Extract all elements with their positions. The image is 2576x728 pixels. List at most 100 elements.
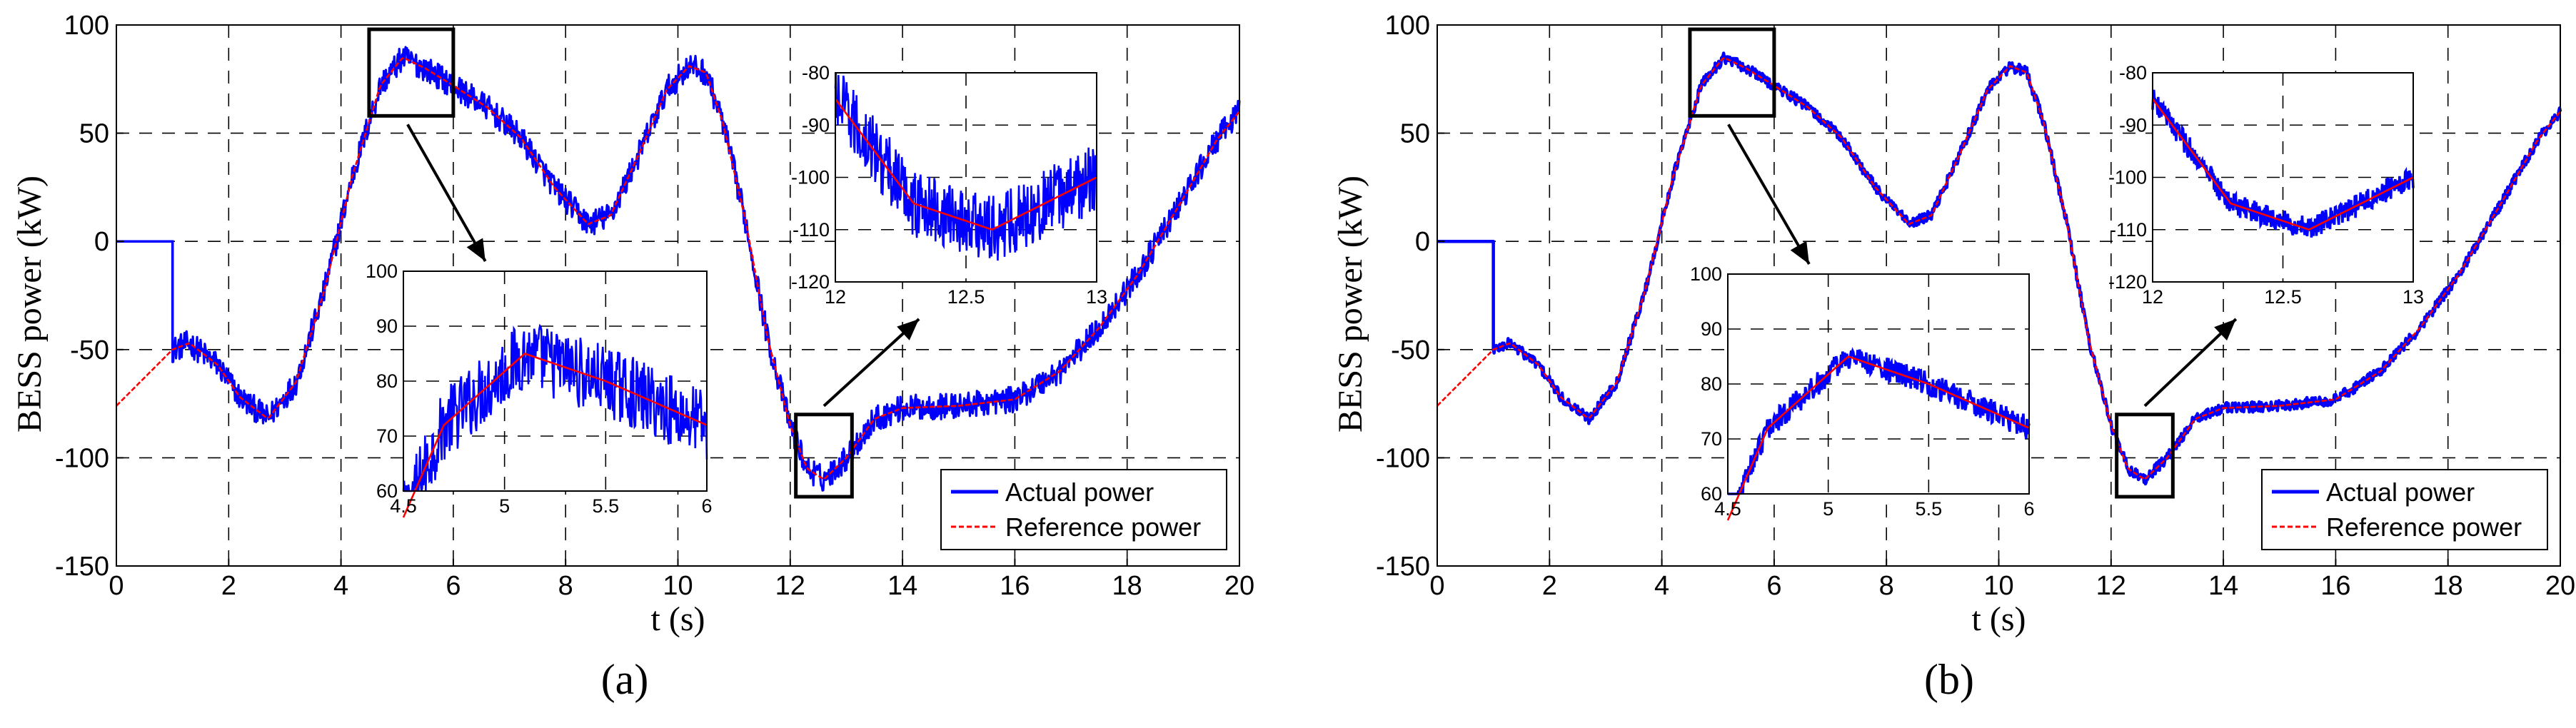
- series-reference-power: [116, 56, 1241, 481]
- y-tick-label: 0: [94, 227, 109, 257]
- inset-y-tick-label: 90: [376, 315, 398, 337]
- chart-a: 0 2 4 6 8 10 12 14 16 18 20 -150 -100 -50 0 50 100 t (s) B…: [11, 11, 1254, 638]
- zoom-box: [1688, 27, 1776, 118]
- x-tick-label: 14: [2208, 571, 2238, 601]
- y-tick-label: -50: [1391, 335, 1430, 365]
- inset-x-tick-label: 13: [1086, 286, 1107, 308]
- zoom-box: [794, 413, 854, 499]
- inset-plot: 4.5 5 5.5 6 60 70 80 90 100: [366, 261, 713, 518]
- x-tick-label: 14: [887, 571, 917, 601]
- x-tick-label: 20: [1224, 571, 1254, 601]
- y-tick-label: -50: [70, 335, 109, 365]
- inset-series-reference-power: [2151, 98, 2414, 231]
- x-tick-label: 12: [775, 571, 805, 601]
- panel-label-a: (a): [601, 656, 649, 703]
- inset-frame: [1727, 273, 2030, 495]
- inset-x-tick-label: 12.5: [2264, 286, 2302, 308]
- x-tick-label: 6: [1766, 571, 1781, 601]
- x-tick-label: 0: [109, 571, 124, 601]
- series-reference-power: [1437, 56, 2562, 481]
- inset-y-tick-label: 90: [1701, 318, 1722, 340]
- x-tick-label: 20: [2545, 571, 2575, 601]
- zoom-arrow-head: [2214, 319, 2236, 341]
- inset-frame: [835, 72, 1097, 283]
- legend-label-actual: Actual power: [1005, 477, 1154, 507]
- x-tick-label: 2: [1542, 571, 1557, 601]
- inset-x-tick-label: 4.5: [1714, 498, 1741, 520]
- inset-y-tick-label: -120: [791, 271, 830, 293]
- legend-label-reference: Reference power: [1005, 512, 1201, 542]
- zoom-arrow-line: [822, 318, 920, 408]
- zoom-arrow-head: [897, 319, 920, 340]
- series-actual-step: [116, 240, 174, 350]
- inset-y-tick-label: 100: [366, 261, 398, 282]
- legend: Actual power Reference power: [2261, 469, 2548, 550]
- zoom-box: [367, 27, 456, 118]
- series-actual-power: [1436, 51, 2562, 486]
- x-tick-label: 18: [2433, 571, 2463, 601]
- inset-y-tick-label: 70: [1701, 428, 1722, 450]
- inset-x-tick-label: 6: [701, 495, 712, 517]
- zoom-box: [2115, 413, 2175, 499]
- x-tick-label: 6: [446, 571, 461, 601]
- inset-x-tick-label: 12: [2142, 286, 2163, 308]
- inset-plot: 12 12.5 13 -120 -110 -100 -90 -80: [2108, 62, 2424, 308]
- inset-y-tick-label: 80: [1701, 373, 1722, 395]
- inset-y-tick-label: -110: [2110, 219, 2147, 241]
- inset-y-tick-label: 100: [1690, 263, 1722, 285]
- inset-series-actual-power: [1728, 347, 2031, 495]
- inset-y-tick-label: -110: [793, 219, 830, 241]
- inset-x-tick-label: 5: [1823, 498, 1833, 520]
- x-tick-label: 4: [333, 571, 348, 601]
- x-tick-label: 8: [1879, 571, 1894, 601]
- panel-label-b: (b): [1924, 656, 1974, 703]
- grid-lines: [1437, 25, 2560, 566]
- legend-label-actual: Actual power: [2326, 477, 2475, 507]
- x-tick-label: 10: [1983, 571, 2013, 601]
- zoom-arrow-head: [466, 238, 485, 261]
- inset-y-tick-label: -100: [2108, 167, 2147, 188]
- inset-x-tick-label: 13: [2403, 286, 2424, 308]
- inset-series-reference-power: [834, 98, 1097, 231]
- inset-y-tick-label: -100: [791, 167, 830, 188]
- inset-series-reference-power: [1726, 355, 2030, 521]
- y-axis-label: BESS power (kW): [11, 176, 49, 433]
- inset-x-tick-label: 6: [2023, 498, 2034, 520]
- x-tick-label: 2: [221, 571, 236, 601]
- inset-y-tick-label: -80: [802, 62, 830, 84]
- legend-label-reference: Reference power: [2326, 512, 2522, 542]
- inset-y-tick-label: 60: [376, 480, 398, 502]
- y-tick-label: 100: [64, 11, 109, 41]
- x-tick-label: 16: [1000, 571, 1030, 601]
- inset-frame: [2152, 72, 2414, 283]
- inset-y-tick-label: 60: [1701, 483, 1722, 505]
- y-tick-label: -150: [55, 552, 109, 582]
- y-tick-label: 50: [1400, 119, 1430, 149]
- y-tick-label: 0: [1415, 227, 1430, 257]
- legend-box: [2261, 469, 2548, 550]
- inset-x-tick-label: 12: [825, 286, 846, 308]
- chart-b: 0 2 4 6 8 10 12 14 16 18 20 -150 -100 -50 0 50 100 t (s) B…: [1332, 11, 2575, 638]
- y-tick-label: -100: [1376, 443, 1430, 473]
- series-actual-step: [1437, 240, 1495, 350]
- inset-x-tick-label: 12.5: [947, 286, 985, 308]
- inset-x-tick-label: 5: [499, 495, 510, 517]
- legend-box: [940, 469, 1227, 550]
- x-axis-label: t (s): [651, 600, 705, 638]
- x-tick-label: 0: [1429, 571, 1444, 601]
- x-axis-label: t (s): [1972, 600, 2026, 638]
- inset-x-tick-label: 4.5: [390, 495, 417, 517]
- y-tick-label: 50: [79, 119, 109, 149]
- inset-x-tick-label: 5.5: [593, 495, 620, 517]
- grid-lines: [116, 25, 1239, 566]
- x-tick-label: 12: [2096, 571, 2126, 601]
- zoom-arrow-head: [1790, 241, 1809, 264]
- legend: Actual power Reference power: [940, 469, 1227, 550]
- inset-series-reference-power: [402, 353, 708, 518]
- inset-y-tick-label: 80: [376, 370, 398, 392]
- zoom-arrow-line: [1727, 123, 1811, 266]
- inset-y-tick-label: -120: [2108, 271, 2147, 293]
- y-tick-label: -100: [55, 443, 109, 473]
- inset-series-actual-power: [834, 72, 1098, 261]
